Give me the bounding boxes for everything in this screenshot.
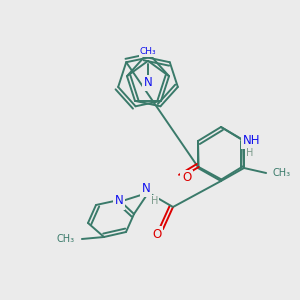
Text: CH₃: CH₃ [57, 234, 75, 244]
Text: O: O [182, 171, 191, 184]
Text: NH: NH [243, 134, 261, 148]
Text: N: N [144, 76, 152, 89]
Text: H: H [246, 148, 254, 158]
Text: N: N [115, 196, 123, 208]
Text: CH₃: CH₃ [272, 168, 290, 178]
Text: H: H [151, 196, 158, 206]
Text: CH₃: CH₃ [140, 47, 156, 56]
Text: N: N [142, 182, 151, 195]
Text: N: N [115, 194, 123, 206]
Text: O: O [152, 228, 162, 241]
